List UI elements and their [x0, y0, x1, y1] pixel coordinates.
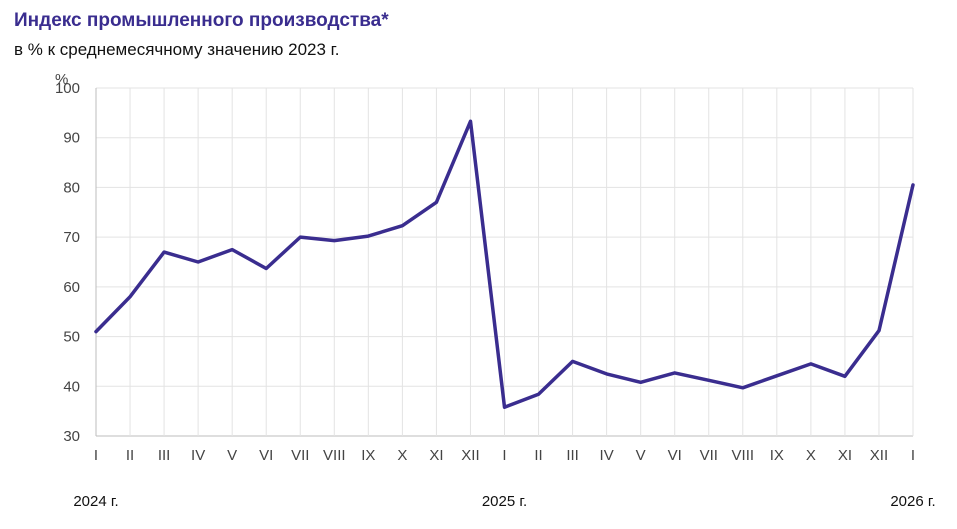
data-point [265, 267, 268, 270]
chart-title: Индекс промышленного производства* [14, 10, 389, 31]
data-point [503, 405, 506, 409]
data-point [230, 248, 234, 251]
x-tick-label: IV [600, 447, 614, 464]
x-tick-label: I [502, 447, 506, 464]
y-tick-label: 90 [63, 130, 80, 147]
data-point [469, 120, 472, 123]
y-tick-label: 70 [63, 229, 80, 246]
x-tick-label: I [94, 447, 98, 464]
y-tick-label: 40 [63, 378, 80, 395]
x-tick-label: XII [461, 447, 479, 464]
x-tick-label: V [636, 447, 646, 464]
x-tick-label: IV [191, 447, 205, 464]
data-point [809, 362, 813, 366]
data-point [299, 235, 302, 239]
y-tick-label: 50 [63, 329, 80, 346]
data-point [605, 372, 608, 376]
x-tick-label: X [806, 447, 816, 464]
x-tick-label: IX [361, 447, 375, 464]
x-tick-label: VII [700, 447, 718, 464]
data-point [877, 329, 881, 332]
x-tick-label: VIII [323, 447, 346, 464]
data-point [571, 360, 574, 363]
data-point [435, 201, 438, 204]
data-point [741, 386, 744, 389]
x-tick-label: VIII [732, 447, 755, 464]
y-tick-label: 80 [63, 179, 80, 196]
series-lines [94, 119, 915, 409]
data-point [367, 234, 370, 238]
y-tick-label: 30 [63, 428, 80, 445]
y-tick-label: 100 [55, 80, 80, 97]
x-tick-labels: I II III IV V VI VII VIII IX X XI XII I II III IV V VI VII… [94, 447, 915, 464]
x-tick-label: XII [870, 447, 888, 464]
year-label: 2025 г. [482, 493, 527, 510]
y-tick-labels: 30 40 50 60 70 80 90 100 [55, 80, 80, 445]
year-label: 2026 г. [890, 493, 935, 510]
data-point [162, 250, 166, 254]
data-point [128, 295, 132, 298]
data-point [537, 393, 540, 396]
x-tick-label: XI [838, 447, 852, 464]
x-tick-label: VI [259, 447, 273, 464]
x-tick-label: VI [668, 447, 682, 464]
data-point [911, 183, 915, 187]
data-point [333, 239, 336, 242]
y-axis-unit-label: % [55, 71, 68, 88]
x-tick-label: IX [770, 447, 784, 464]
x-tick-label: X [397, 447, 407, 464]
x-tick-label: XI [429, 447, 443, 464]
data-point [639, 381, 642, 384]
x-tick-label: II [534, 447, 542, 464]
data-point [843, 375, 847, 378]
data-point [707, 379, 710, 382]
data-point [401, 224, 404, 227]
year-labels: 2024 г. 2025 г. 2026 г. [73, 493, 935, 510]
y-tick-label: 60 [63, 279, 80, 296]
data-point [196, 260, 200, 264]
x-tick-label: II [126, 447, 134, 464]
x-tick-label: V [227, 447, 237, 464]
data-point [775, 374, 779, 378]
x-tick-label: I [911, 447, 915, 464]
year-label: 2024 г. [73, 493, 118, 510]
data-point [94, 330, 98, 333]
x-tick-label: VII [291, 447, 309, 464]
x-tick-label: III [158, 447, 171, 464]
x-tick-label: III [566, 447, 579, 464]
grid-lines [95, 87, 914, 437]
data-point [673, 371, 676, 375]
chart-subtitle: в % к среднемесячному значению 2023 г. [14, 40, 340, 59]
